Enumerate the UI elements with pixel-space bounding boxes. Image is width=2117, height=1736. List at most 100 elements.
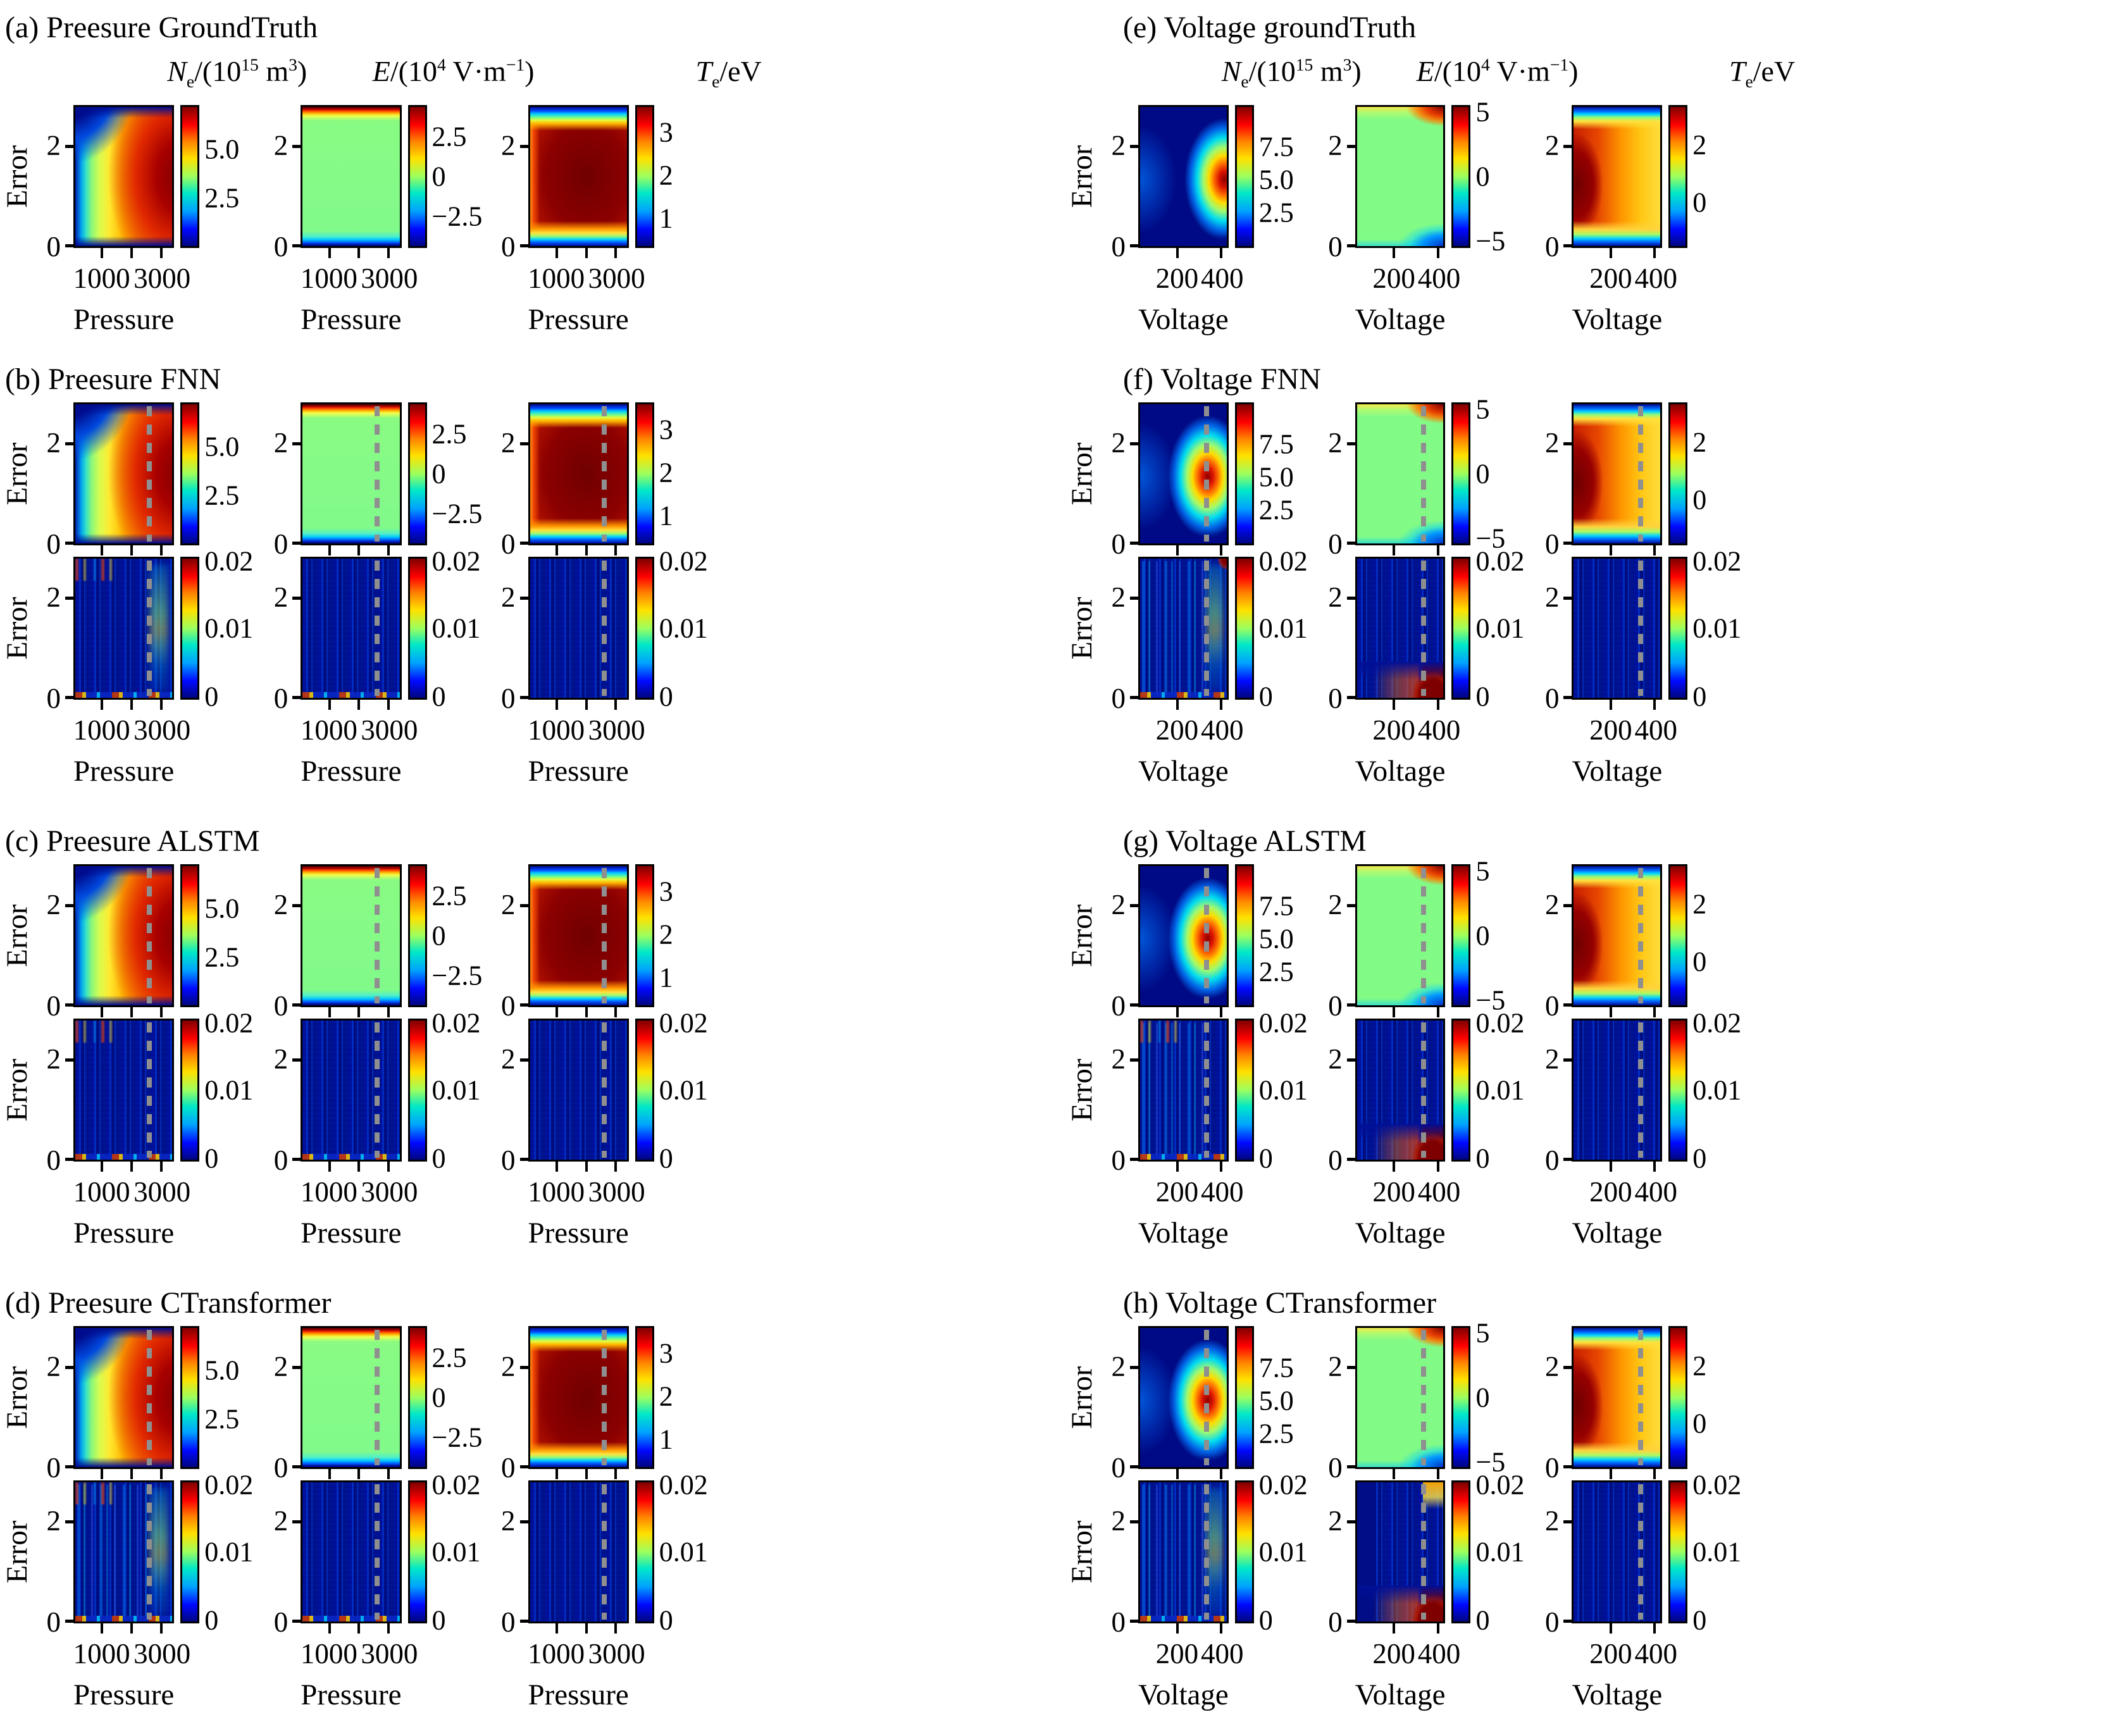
error-noise-overlay <box>1141 1023 1205 1157</box>
colorbar-tick: 0 <box>204 681 219 712</box>
y-axis-label: Error <box>1 145 34 208</box>
colorbar-tick: −5 <box>1475 984 1506 1016</box>
x-tick: 400 <box>1417 263 1461 294</box>
colorbar-tick: 0.01 <box>659 1074 708 1106</box>
y-tick: 2 <box>1111 581 1126 614</box>
subpanel-f-ne: Error 2 0 7.5 5.0 2.5 Error 2 0 0.02 0.01 0 200 4… <box>1065 402 1315 793</box>
x-axis: 200 400 <box>1138 700 1243 754</box>
y-tick: 2 <box>1544 427 1560 459</box>
heatmap-f-ne-prediction <box>1138 402 1229 545</box>
colorbar-tick: 0.02 <box>1692 545 1742 577</box>
colorbar <box>1234 402 1254 545</box>
colorbar <box>180 402 200 545</box>
colorbar-tick: 0 <box>1692 1143 1707 1174</box>
error-noise-overlay <box>302 692 400 698</box>
colorbar-tick: 5.0 <box>204 1355 240 1386</box>
colorbar-tick: 5 <box>1475 96 1490 128</box>
colorbar-tick: 0.01 <box>204 1536 254 1568</box>
y-tick: 2 <box>1544 889 1560 921</box>
error-noise-overlay <box>1140 1154 1227 1160</box>
colorbar-tick: 0.02 <box>204 1007 254 1039</box>
train-test-split-line <box>601 868 607 1003</box>
error-noise-overlay <box>1207 1487 1224 1616</box>
colorbar-ticks: 0.02 0.01 0 <box>654 1469 715 1636</box>
panel-e: (e) Voltage groundTruth Ne/(1015 m3) Err… <box>1065 9 2117 342</box>
colorbar-ticks: 7.5 5.0 2.5 <box>1254 1326 1315 1469</box>
colorbar-ticks: 5.0 2.5 <box>199 402 260 545</box>
x-axis-title: Pressure <box>528 1217 629 1249</box>
x-minor-ticks <box>73 1007 175 1019</box>
panel-f: (f) Voltage FNN Error 2 0 7.5 5.0 2.5 Error 2… <box>1065 361 2117 793</box>
column-header-ne: Ne/(1015 m3) <box>167 54 307 92</box>
x-tick: 200 <box>1589 1176 1632 1208</box>
error-noise-overlay <box>1216 559 1227 571</box>
colorbar <box>1234 864 1254 1007</box>
y-tick: 0 <box>1111 1451 1126 1484</box>
heatmap-h-ne-prediction <box>1138 1326 1229 1469</box>
colorbar <box>635 402 654 545</box>
x-tick: 1000 <box>300 1638 357 1670</box>
error-noise-overlay <box>75 1154 173 1160</box>
colorbar-tick: 2 <box>659 159 673 191</box>
colorbar-ticks: 3 2 1 <box>654 105 715 248</box>
colorbar-tick: 0.02 <box>1258 1469 1308 1501</box>
colorbar-tick: 5.0 <box>204 133 240 165</box>
y-tick: 0 <box>46 528 61 560</box>
colorbar-tick: 0 <box>659 1604 673 1636</box>
colorbar-tick: 2 <box>659 1380 673 1412</box>
x-tick: 1000 <box>300 1176 357 1208</box>
x-minor-ticks <box>1138 1469 1229 1480</box>
colorbar <box>180 1326 200 1469</box>
y-tick: 0 <box>501 1606 516 1638</box>
colorbar-tick: 0.01 <box>204 612 254 644</box>
y-tick: 2 <box>273 1043 289 1076</box>
colorbar-tick: 0.02 <box>431 1469 481 1501</box>
y-tick: 0 <box>46 989 61 1022</box>
y-tick: 2 <box>1328 427 1343 459</box>
y-axis-label: Error <box>1 1058 34 1122</box>
x-tick: 1000 <box>528 263 585 294</box>
colorbar-ticks: 0.02 0.01 0 <box>1254 1469 1315 1636</box>
x-tick: 3000 <box>133 263 191 294</box>
train-test-split-line <box>1204 406 1210 542</box>
colorbar-tick: 0 <box>1258 681 1273 712</box>
y-tick: 0 <box>501 989 516 1022</box>
x-axis: 1000 3000 <box>528 700 645 754</box>
y-tick: 2 <box>46 581 61 614</box>
y-tick: 0 <box>501 230 516 263</box>
y-axis: Error 2 0 <box>1065 105 1138 263</box>
x-minor-ticks <box>301 1007 402 1019</box>
y-tick: 2 <box>273 1351 289 1383</box>
panel-g-title: (g) Voltage ALSTM <box>1123 824 1367 858</box>
colorbar <box>1668 402 1688 545</box>
x-axis-title: Pressure <box>73 1678 175 1711</box>
y-tick: 0 <box>273 1144 289 1176</box>
colorbar-tick: 0.01 <box>1475 1536 1525 1568</box>
x-tick: 400 <box>1417 714 1461 746</box>
x-axis-title: Voltage <box>1138 303 1229 336</box>
x-tick: 3000 <box>361 263 418 294</box>
heatmap-d-e-error <box>301 1480 402 1623</box>
colorbar-tick: 7.5 <box>1258 428 1294 460</box>
pressure-column: (a) Preesure GroundTruth Ne/(1015 m3) Er… <box>0 9 1058 1736</box>
colorbar-tick: 0 <box>1475 1382 1490 1413</box>
y-tick: 2 <box>46 1505 61 1537</box>
heatmap-g-te-prediction <box>1572 864 1663 1007</box>
colorbar-tick: −2.5 <box>431 201 483 232</box>
x-tick: 200 <box>1155 263 1199 294</box>
heatmap-c-te-prediction <box>528 864 629 1007</box>
colorbar-tick: 2.5 <box>431 121 467 152</box>
colorbar <box>635 1019 654 1162</box>
x-tick: 3000 <box>361 714 418 746</box>
colorbar <box>1234 557 1254 700</box>
subpanel-h-ne: Error 2 0 7.5 5.0 2.5 Error 2 0 0.02 0.01 0 200 4… <box>1065 1326 1315 1717</box>
y-tick: 0 <box>1111 1144 1126 1176</box>
x-minor-ticks <box>1572 1469 1663 1480</box>
